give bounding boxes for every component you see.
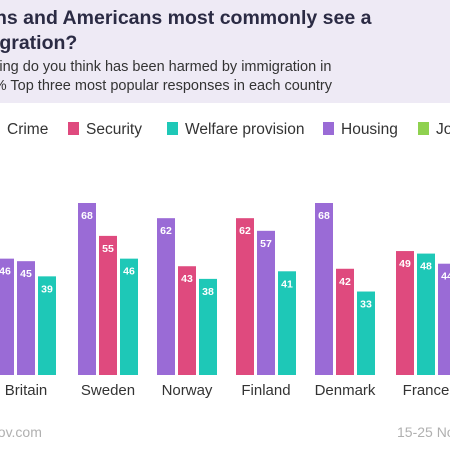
bar-value-label-britain-3: 39 [41, 283, 53, 295]
chart-title: uropeans and Americans most commonly see… [0, 7, 372, 54]
footer-date: 15-25 No [397, 424, 450, 440]
legend-item-welfare: Welfare provision [167, 121, 304, 139]
footer-source: gov.com [0, 424, 42, 440]
bar-value-label-france-3: 44 [441, 271, 450, 283]
bar-value-label-sweden-2: 55 [102, 243, 114, 255]
bar-value-label-denmark-2: 42 [339, 276, 351, 288]
bar-britain-3 [38, 276, 56, 375]
legend-label-welfare: Welfare provision [185, 121, 305, 138]
bar-value-label-france-1: 49 [399, 258, 411, 270]
bar-value-label-denmark-3: 33 [360, 299, 372, 311]
bar-finland-1 [236, 218, 254, 375]
bar-finland-2 [257, 230, 275, 375]
bar-norway-3 [199, 278, 217, 375]
bar-value-label-finland-2: 57 [260, 238, 272, 250]
bar-value-label-denmark-1: 68 [318, 210, 330, 222]
bar-value-label-finland-1: 62 [239, 225, 251, 237]
legend-item-security: Security [68, 121, 142, 139]
chart-legend: Crime Security Welfare provision Housing… [0, 118, 450, 144]
bar-norway-2 [178, 266, 196, 375]
bar-france-1 [396, 251, 414, 375]
legend-label-crime: Crime [7, 121, 49, 138]
legend-item-jobs: Jo [418, 121, 450, 139]
bar-finland-3 [278, 271, 296, 375]
legend-label-security: Security [86, 121, 142, 138]
category-label-britain: Britain [5, 382, 48, 399]
bar-denmark-1 [315, 203, 333, 375]
bar-france-2 [417, 253, 435, 375]
legend-item-housing: Housing [323, 121, 398, 139]
legend-swatch-welfare [167, 122, 178, 135]
bar-sweden-1 [78, 203, 96, 375]
bar-sweden-3 [120, 258, 138, 375]
chart-header: uropeans and Americans most commonly see… [0, 0, 450, 103]
bar-value-label-france-2: 48 [420, 261, 432, 273]
legend-swatch-jobs [418, 122, 429, 135]
bar-britain-2 [17, 261, 35, 375]
bar-denmark-2 [336, 268, 354, 375]
legend-item-crime: Crime [0, 121, 48, 139]
bar-britain-1 [0, 258, 14, 375]
legend-label-housing: Housing [341, 121, 398, 138]
category-label-norway: Norway [162, 382, 213, 399]
bar-value-label-sweden-1: 68 [81, 210, 93, 222]
bar-france-3 [438, 263, 450, 375]
bar-value-label-britain-2: 45 [20, 268, 32, 280]
category-label-denmark: Denmark [315, 382, 376, 399]
bar-value-label-norway-1: 62 [160, 225, 172, 237]
legend-swatch-security [68, 122, 79, 135]
bar-value-label-britain-1: 46 [0, 266, 11, 278]
chart-subtitle: of the following do you think has been h… [0, 59, 332, 94]
category-label-finland: Finland [241, 382, 290, 399]
bar-sweden-2 [99, 235, 117, 375]
category-label-sweden: Sweden [81, 382, 135, 399]
bar-chart: 46 45 39 Britain 68 55 46 Sweden 62 43 38 Norway 62 5… [0, 203, 450, 399]
bar-value-label-finland-3: 41 [281, 278, 293, 290]
legend-label-jobs: Jo [436, 121, 450, 138]
bar-norway-1 [157, 218, 175, 375]
category-label-france: France [403, 382, 450, 399]
bar-value-label-norway-3: 38 [202, 286, 214, 298]
legend-swatch-housing [323, 122, 334, 135]
bar-denmark-3 [357, 291, 375, 375]
bar-value-label-sweden-3: 46 [123, 266, 135, 278]
bar-value-label-norway-2: 43 [181, 273, 193, 285]
chart-area: 46 45 39 Britain 68 55 46 Sweden 62 43 38 Norway 62 5… [0, 150, 450, 410]
